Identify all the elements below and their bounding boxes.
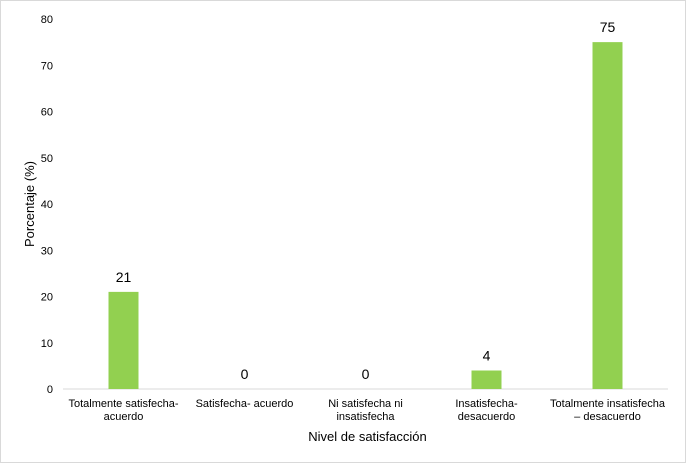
data-label: 75 [600, 19, 616, 35]
x-category-label: Totalmente satisfecha-acuerdo [68, 398, 178, 423]
y-tick-label: 30 [41, 245, 53, 257]
y-tick-label: 60 [41, 107, 53, 119]
category-labels: Totalmente satisfecha-acuerdo Satisfecha-… [68, 398, 665, 423]
y-tick-label: 40 [41, 199, 53, 211]
y-tick-label: 20 [41, 292, 53, 304]
x-axis-title: Nivel de satisfacción [308, 429, 427, 444]
y-tick-label: 0 [47, 384, 53, 396]
y-axis-title: Porcentaje (%) [22, 161, 37, 247]
x-category-label: Satisfecha- acuerdo [196, 398, 294, 410]
data-label: 0 [241, 366, 249, 382]
bar [108, 291, 139, 389]
y-tick-label: 10 [41, 338, 53, 350]
y-tick-label: 80 [41, 14, 53, 26]
bars [108, 42, 623, 389]
data-labels: 21 0 0 4 75 [116, 19, 616, 382]
bar [592, 42, 623, 389]
x-category-label: Ni satisfecha ni insatisfecha [328, 398, 403, 423]
bar [471, 370, 502, 389]
x-category-label: Totalmente insatisfecha – desacuerdo [550, 398, 666, 423]
data-label: 21 [116, 269, 132, 285]
data-label: 0 [362, 366, 370, 382]
y-axis-ticks: 0 10 20 30 40 50 60 70 80 [41, 14, 53, 396]
y-tick-label: 50 [41, 153, 53, 165]
x-category-label: Insatisfecha-desacuerdo [455, 398, 518, 423]
data-label: 4 [483, 348, 491, 364]
y-tick-label: 70 [41, 60, 53, 72]
